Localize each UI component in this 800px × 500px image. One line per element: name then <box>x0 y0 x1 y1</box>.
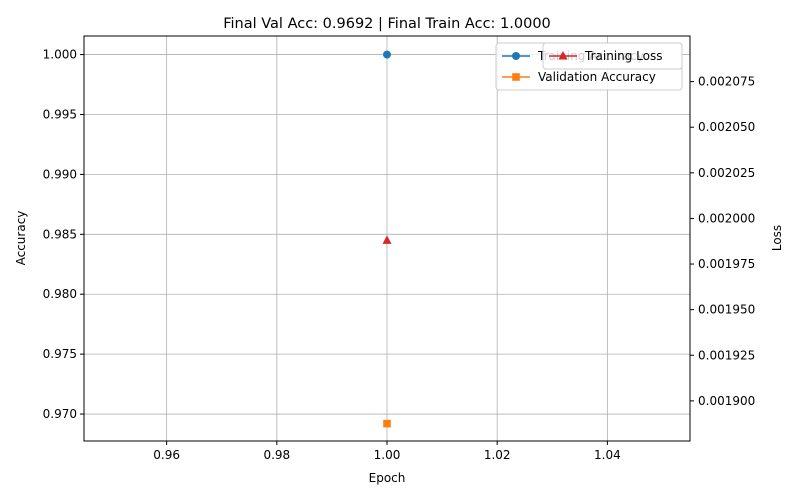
axis-ticks: 0.96 0.98 1.00 1.02 1.04 0.970 0.975 0.980 0.985… <box>43 48 756 462</box>
data-marks <box>382 50 392 428</box>
x-tick-label: 0.98 <box>263 448 290 462</box>
legend-marker <box>512 52 520 60</box>
legend-label: Validation Accuracy <box>538 70 656 84</box>
legend-loss: Training Loss <box>542 42 683 70</box>
y-right-axis-label: Loss <box>770 225 784 251</box>
legend-marker <box>512 73 520 81</box>
legend-marker <box>558 51 568 60</box>
y-right-tick-label: 0.002025 <box>698 166 755 180</box>
legend-box <box>542 42 683 70</box>
y-tick-label: 1.000 <box>43 48 77 62</box>
grid <box>84 36 690 441</box>
data-point-series-2 <box>382 235 392 244</box>
y-tick-label: 0.970 <box>43 407 77 421</box>
x-axis-label: Epoch <box>369 471 406 485</box>
y-right-tick-label: 0.001900 <box>698 394 755 408</box>
y-tick-label: 0.985 <box>43 227 77 241</box>
y-right-tick-label: 0.002075 <box>698 75 755 89</box>
y-right-tick-label: 0.002000 <box>698 211 755 225</box>
y-tick-label: 0.990 <box>43 167 77 181</box>
legend-label: Training Loss <box>584 49 662 63</box>
x-tick-label: 1.02 <box>484 448 511 462</box>
data-point-series-1 <box>383 419 391 428</box>
x-tick-label: 1.00 <box>374 448 401 462</box>
y-right-tick-label: 0.001925 <box>698 348 755 362</box>
y-tick-label: 0.980 <box>43 287 77 301</box>
y-right-tick-label: 0.002050 <box>698 120 755 134</box>
y-tick-label: 0.975 <box>43 347 77 361</box>
x-tick-label: 1.04 <box>594 448 621 462</box>
y-right-tick-label: 0.001975 <box>698 257 755 271</box>
y-tick-label: 0.995 <box>43 107 77 121</box>
chart-title: Final Val Acc: 0.9692 | Final Train Acc:… <box>223 16 551 32</box>
x-tick-label: 0.96 <box>153 448 180 462</box>
data-point-series-0 <box>383 50 391 59</box>
y-axis-label: Accuracy <box>14 211 28 266</box>
y-right-tick-label: 0.001950 <box>698 303 755 317</box>
